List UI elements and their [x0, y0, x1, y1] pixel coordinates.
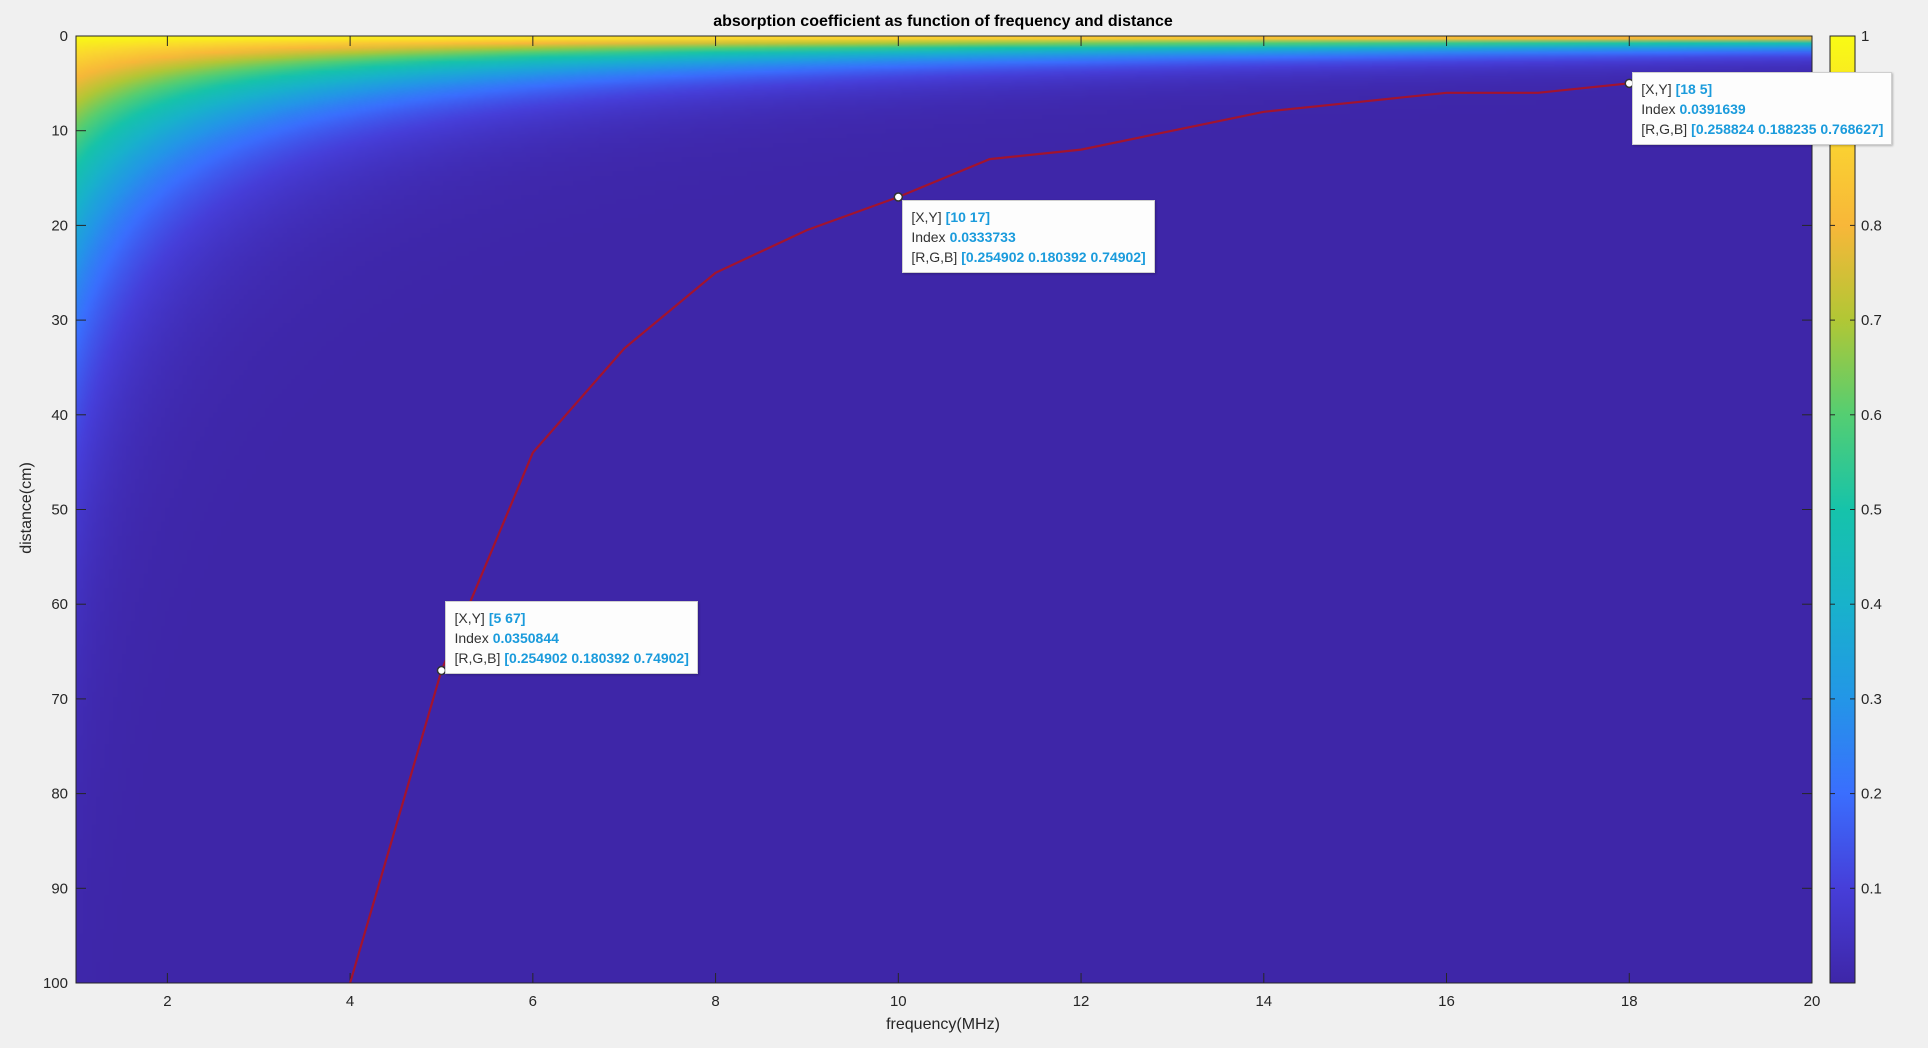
y-tick-label: 40 [51, 407, 68, 424]
y-tick-label: 20 [51, 217, 68, 234]
datatip-label: [R,G,B] [911, 248, 958, 265]
y-tick-label: 60 [51, 596, 68, 613]
y-tick-label: 50 [51, 502, 68, 519]
datatip-value: [18 5] [1675, 81, 1713, 98]
x-tick-label: 12 [1073, 993, 1090, 1010]
datatip-row: [X,Y] [5 67] [454, 608, 688, 628]
datatip-value: [0.254902 0.180392 0.74902] [504, 650, 689, 667]
y-tick-label: 80 [51, 786, 68, 803]
x-tick-label: 10 [890, 993, 907, 1010]
colorbar-tick-label: 0.2 [1861, 786, 1882, 803]
x-tick-label: 4 [346, 993, 354, 1010]
datatip-label: Index [1641, 101, 1676, 118]
datatip-value: [5 67] [488, 610, 526, 627]
datatip-marker[interactable] [436, 665, 447, 676]
colorbar-tick-label: 0.5 [1861, 502, 1882, 519]
datatip-row: Index 0.0350844 [454, 628, 688, 648]
y-tick-label: 0 [60, 28, 68, 45]
datatip-row: Index 0.0391639 [1641, 99, 1883, 119]
datatip-value: 0.0391639 [1679, 101, 1746, 118]
datatip[interactable]: [X,Y] [10 17] Index 0.0333733 [R,G,B] [0.2549… [902, 199, 1155, 273]
x-tick-label: 16 [1438, 993, 1455, 1010]
datatip-value: 0.0350844 [492, 630, 559, 647]
x-tick-label: 2 [163, 993, 171, 1010]
datatip-value: [0.258824 0.188235 0.768627] [1691, 121, 1884, 138]
x-tick-label: 8 [711, 993, 719, 1010]
colorbar-tick-label: 0.6 [1861, 407, 1882, 424]
datatip-value: [0.254902 0.180392 0.74902] [961, 248, 1146, 265]
colorbar-tick-label: 0.1 [1861, 880, 1882, 897]
datatip-row: [R,G,B] [0.258824 0.188235 0.768627] [1641, 119, 1883, 139]
chart-title: absorption coefficient as function of fr… [713, 13, 1173, 30]
datatip-label: Index [454, 630, 489, 647]
x-tick-label: 14 [1255, 993, 1272, 1010]
y-tick-label: 70 [51, 691, 68, 708]
datatip-markers [436, 78, 1635, 676]
colorbar-tick-label: 0.4 [1861, 596, 1882, 613]
datatip-label: [X,Y] [1641, 81, 1672, 98]
y-tick-label: 30 [51, 312, 68, 329]
absorption-heatmap [76, 36, 1812, 983]
datatip-row: [X,Y] [10 17] [911, 207, 1145, 227]
colorbar-ticks: 0.1 0.2 0.3 0.4 0.5 0.6 0.7 0.8 1 [1830, 28, 1882, 897]
x-axis-ticks: 2 4 6 8 10 12 14 16 18 20 [163, 36, 1820, 1010]
plot-area: 2 4 6 8 10 12 14 16 18 20 0 10 20 30 40 50 60 70 80 90 100 [43, 28, 1820, 1010]
datatip-marker[interactable] [893, 192, 904, 202]
datatip-value: 0.0333733 [949, 228, 1016, 245]
y-tick-label: 100 [43, 975, 68, 992]
y-tick-label: 10 [51, 123, 68, 140]
datatip-label: [R,G,B] [1641, 121, 1688, 138]
colorbar-tick-label: 0.8 [1861, 217, 1882, 234]
plot-frame [75, 35, 1813, 984]
colorbar-tick-label: 0.7 [1861, 312, 1882, 329]
datatip-label: [X,Y] [454, 610, 485, 627]
datatip-row: [R,G,B] [0.254902 0.180392 0.74902] [911, 247, 1145, 267]
y-tick-label: 90 [51, 880, 68, 897]
datatip[interactable]: [X,Y] [5 67] Index 0.0350844 [R,G,B] [0.25490… [445, 601, 698, 675]
colorbar-tick-label: 0.3 [1861, 691, 1882, 708]
datatip-label: [X,Y] [911, 208, 942, 225]
x-axis-label: frequency(MHz) [886, 1016, 1000, 1033]
x-tick-label: 18 [1621, 993, 1638, 1010]
datatip-row: [R,G,B] [0.254902 0.180392 0.74902] [454, 648, 688, 668]
datatip-value: [10 17] [945, 208, 991, 225]
y-axis-label: distance(cm) [18, 462, 35, 554]
datatip-label: Index [911, 228, 946, 245]
x-tick-label: 6 [529, 993, 537, 1010]
colorbar: 0.1 0.2 0.3 0.4 0.5 0.6 0.7 0.8 1 [1829, 28, 1882, 984]
datatip-row: Index 0.0333733 [911, 227, 1145, 247]
datatip-row: [X,Y] [18 5] [1641, 79, 1883, 99]
datatip[interactable]: [X,Y] [18 5] Index 0.0391639 [R,G,B] [0.25882… [1632, 72, 1893, 146]
datatip-label: [R,G,B] [454, 650, 501, 667]
x-tick-label: 20 [1804, 993, 1821, 1010]
contour-line [349, 77, 1812, 984]
colorbar-tick-label: 1 [1861, 28, 1869, 45]
